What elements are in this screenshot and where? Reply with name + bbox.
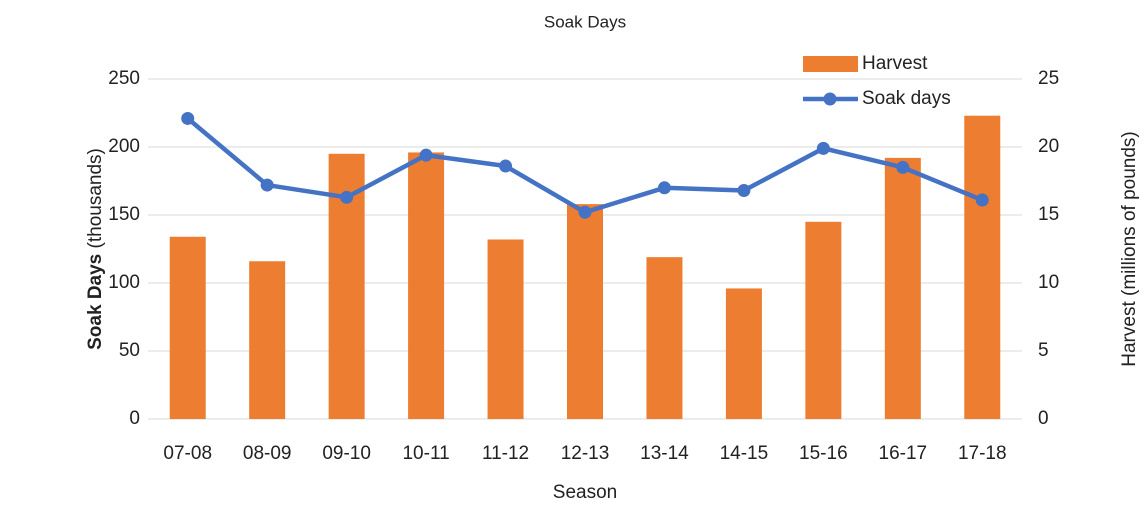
y2-tick-label: 15 [1038, 204, 1059, 225]
x-tick-label: 16-17 [879, 443, 928, 464]
y-tick-label: 200 [108, 136, 140, 157]
y-tick-label: 100 [108, 272, 140, 293]
line-marker [737, 184, 751, 198]
x-tick-label: 15-16 [799, 443, 848, 464]
legend-label: Harvest [862, 53, 928, 74]
y-tick-label: 150 [108, 204, 140, 225]
bar [725, 288, 762, 419]
legend-label: Soak days [862, 88, 951, 109]
bar [884, 157, 921, 419]
line-marker [896, 160, 910, 174]
x-tick-label: 08-09 [243, 443, 292, 464]
bar [408, 152, 445, 419]
x-tick-label: 14-15 [720, 443, 769, 464]
x-tick-label: 17-18 [958, 443, 1007, 464]
bar [805, 221, 842, 419]
x-tick-label: 13-14 [640, 443, 689, 464]
x-tick-label: 09-10 [322, 443, 371, 464]
y2-tick-label: 0 [1038, 408, 1049, 429]
x-tick-label: 12-13 [561, 443, 610, 464]
chart-title: Soak Days [544, 12, 626, 31]
y-tick-label: 0 [129, 408, 140, 429]
bar [169, 236, 206, 419]
line-marker [578, 205, 592, 219]
y2-axis-label: Harvest (millions of pounds) [1119, 131, 1140, 366]
line [186, 116, 984, 215]
line-marker [816, 141, 830, 155]
y2-tick-label: 25 [1038, 68, 1059, 89]
bar [646, 257, 683, 419]
legend-swatch [803, 56, 858, 72]
x-axis-label: Season [553, 482, 617, 503]
bar [249, 261, 286, 419]
line-marker [975, 193, 989, 207]
y-tick-label: 250 [108, 68, 140, 89]
x-tick-label: 10-11 [402, 443, 449, 464]
x-tick-label: 11-12 [482, 443, 529, 464]
line-marker [340, 190, 354, 204]
y-axis-label: Soak Days (thousands) [85, 148, 106, 350]
line-marker [260, 178, 274, 192]
x-tick-label: 07-08 [163, 443, 212, 464]
y-tick-label: 50 [119, 340, 140, 361]
bar [567, 204, 603, 419]
y-axis-label-bold: Soak Days [85, 254, 106, 350]
y2-tick-label: 20 [1038, 136, 1059, 157]
line-marker [657, 181, 671, 195]
y-axis-label-unit: (thousands) [85, 148, 106, 248]
y2-tick-label: 5 [1038, 340, 1049, 361]
line-marker [419, 148, 433, 162]
line-marker [499, 159, 513, 173]
bar [487, 239, 524, 419]
bar [964, 115, 1001, 419]
line-marker [181, 111, 195, 125]
y2-tick-label: 10 [1038, 272, 1059, 293]
legend-swatch-marker [823, 92, 837, 106]
